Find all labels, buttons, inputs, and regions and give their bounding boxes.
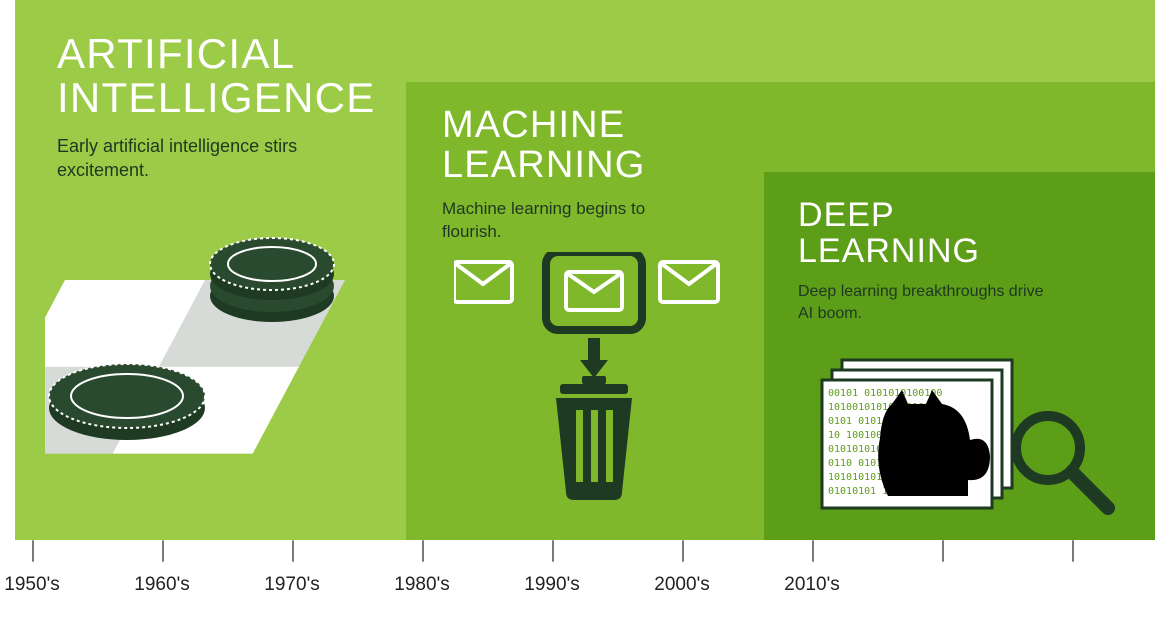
timeline-tick xyxy=(682,540,684,562)
checkers-board-icon xyxy=(45,220,385,500)
timeline-tick xyxy=(1072,540,1074,562)
timeline-tick xyxy=(942,540,944,562)
panel-title-ml-line1: MACHINE xyxy=(442,104,625,146)
cat-data-magnifier-icon: 00101 0101010100100 10100101010100101 01… xyxy=(816,358,1116,528)
timeline-label: 1960's xyxy=(134,574,189,596)
timeline-label: 1970's xyxy=(264,574,319,596)
timeline-tick xyxy=(422,540,424,562)
timeline-label: 1980's xyxy=(394,574,449,596)
svg-text:10 100100: 10 100100 xyxy=(828,430,882,441)
timeline-label: 2000's xyxy=(654,574,709,596)
panel-title-dl: DEEP LEARNING xyxy=(798,198,1155,269)
timeline-label: 1950's xyxy=(4,574,59,596)
timeline-tick xyxy=(812,540,814,562)
panel-subtitle-ai: Early artificial intelligence stirs exci… xyxy=(57,134,357,183)
timeline-tick xyxy=(552,540,554,562)
panel-title-dl-line1: DEEP xyxy=(798,196,895,234)
panel-title-ai-line2: INTELLIGENCE xyxy=(57,74,376,121)
svg-text:00101 0101010100100: 00101 0101010100100 xyxy=(828,388,942,399)
panel-title-ai-line1: ARTIFICIAL xyxy=(57,30,295,77)
timeline-tick xyxy=(32,540,34,562)
timeline-label: 2010's xyxy=(784,574,839,596)
panel-deep-learning: DEEP LEARNING Deep learning breakthrough… xyxy=(764,172,1155,540)
timeline-tick xyxy=(292,540,294,562)
timeline-tick xyxy=(162,540,164,562)
panel-subtitle-ml: Machine learning begins to flourish. xyxy=(442,198,702,244)
panel-title-dl-line2: LEARNING xyxy=(798,232,980,270)
panel-title-ml-line2: LEARNING xyxy=(442,144,645,186)
panel-subtitle-dl: Deep learning breakthroughs drive AI boo… xyxy=(798,281,1058,324)
timeline-label: 1990's xyxy=(524,574,579,596)
infographic-canvas: ARTIFICIAL INTELLIGENCE Early artificial… xyxy=(0,0,1167,630)
spam-filter-icon xyxy=(454,252,734,512)
